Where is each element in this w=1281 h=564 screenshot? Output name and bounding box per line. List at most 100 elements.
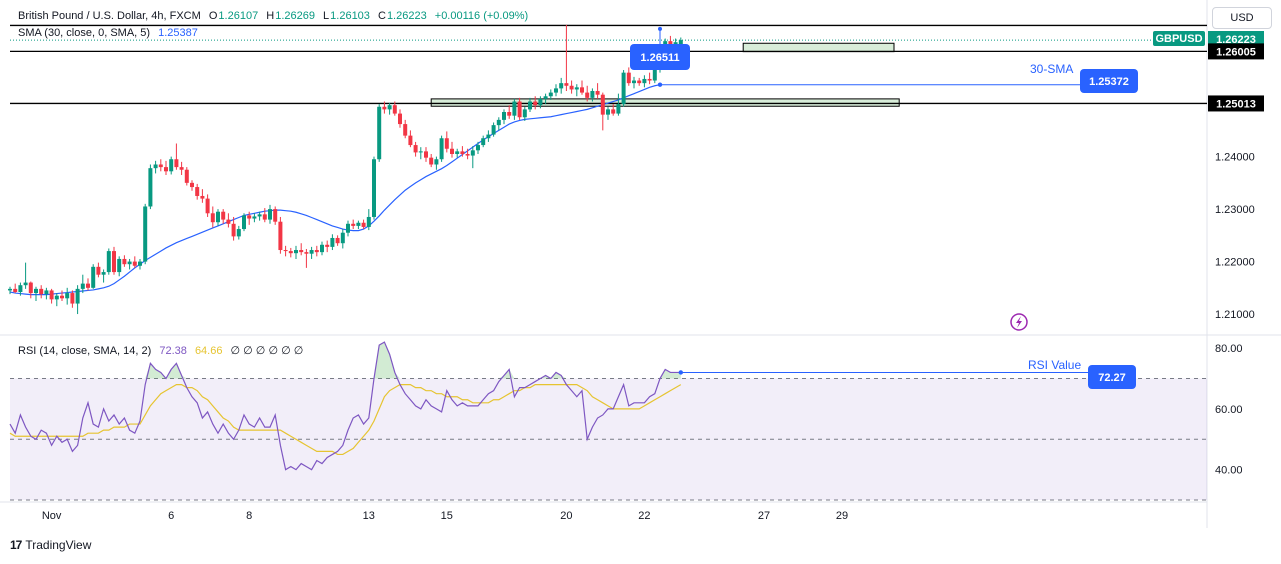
candle-body bbox=[330, 237, 335, 247]
brand[interactable]: 17 TradingView bbox=[10, 538, 91, 552]
candle-body bbox=[112, 251, 116, 273]
time-axis-label: 8 bbox=[246, 510, 252, 522]
candle-body bbox=[585, 92, 590, 98]
candle-body bbox=[153, 164, 158, 169]
candle-body bbox=[148, 168, 153, 207]
currency-button[interactable]: USD bbox=[1212, 7, 1272, 29]
candle-body bbox=[309, 250, 314, 254]
candle-body bbox=[502, 112, 506, 120]
candle-body bbox=[554, 88, 558, 93]
symbol-tag bbox=[1153, 31, 1205, 46]
candle-body bbox=[86, 283, 90, 288]
candle-body bbox=[174, 159, 179, 168]
candle-body bbox=[418, 151, 423, 153]
candle-body bbox=[569, 85, 574, 90]
candle-body bbox=[606, 109, 610, 115]
candle-body bbox=[335, 237, 340, 244]
close-value: 1.26223 bbox=[386, 10, 427, 22]
price-legend: British Pound / U.S. Dollar, 4h, FXCM O 1… bbox=[18, 10, 529, 22]
symbol-title[interactable]: British Pound / U.S. Dollar, 4h, FXCM bbox=[18, 10, 201, 22]
candle-body bbox=[559, 83, 564, 89]
sma-callout-box bbox=[1080, 69, 1138, 93]
candle-body bbox=[522, 109, 527, 118]
high-callout-box bbox=[630, 44, 690, 70]
candle-body bbox=[481, 138, 486, 146]
price-axis-label: 1.24000 bbox=[1215, 152, 1255, 164]
candle-body bbox=[231, 223, 236, 237]
symbol-tag-text: GBPUSD bbox=[1155, 33, 1202, 45]
candle-body bbox=[512, 101, 517, 116]
candle-body bbox=[179, 167, 184, 170]
high-callout-dot bbox=[658, 26, 662, 31]
open-label: O bbox=[208, 10, 218, 22]
rsi-callout-text: 72.27 bbox=[1098, 372, 1126, 384]
rsi-ma-legend-value: 64.66 bbox=[194, 345, 223, 357]
level-tag-2-text: 1.25013 bbox=[1216, 98, 1256, 110]
candle-body bbox=[70, 293, 75, 304]
candle-body bbox=[460, 151, 465, 154]
candle-body bbox=[340, 232, 345, 244]
rsi-legend[interactable]: RSI (14, close, SMA, 14, 2) 72.38 64.66 … bbox=[18, 344, 304, 357]
time-axis-label: 22 bbox=[638, 510, 650, 522]
candle-body bbox=[247, 215, 252, 219]
sma-legend[interactable]: SMA (30, close, 0, SMA, 5) 1.25387 bbox=[18, 27, 199, 39]
rsi-legend-value: 72.38 bbox=[159, 345, 187, 357]
candle-body bbox=[548, 92, 553, 97]
candle-body bbox=[13, 288, 18, 293]
candle-body bbox=[611, 109, 616, 114]
candle-body bbox=[288, 251, 293, 254]
high-value: 1.26269 bbox=[275, 10, 315, 22]
candle-body bbox=[101, 272, 106, 275]
candle-body bbox=[210, 213, 215, 223]
rsi-axis-label: 60.00 bbox=[1215, 404, 1243, 416]
candle-body bbox=[533, 101, 538, 106]
candle-body bbox=[642, 78, 647, 84]
price-axis-label: 1.22000 bbox=[1215, 257, 1255, 269]
candle-body bbox=[392, 105, 397, 114]
candle-body bbox=[34, 288, 38, 294]
candle-body bbox=[44, 290, 49, 295]
candle-body bbox=[528, 101, 532, 110]
candle-body bbox=[314, 250, 319, 253]
candle-body bbox=[132, 261, 137, 266]
candle-body bbox=[476, 145, 480, 151]
candle-body bbox=[236, 229, 241, 237]
candle-body bbox=[65, 293, 70, 299]
rsi-legend-extras: ∅ ∅ ∅ ∅ ∅ ∅ bbox=[230, 345, 304, 357]
candle-body bbox=[470, 150, 475, 156]
sma-callout-text: 1.25372 bbox=[1089, 76, 1129, 88]
rsi-annotation-label: RSI Value bbox=[1028, 358, 1081, 372]
candle-body bbox=[18, 285, 23, 293]
close-label: C bbox=[377, 10, 386, 22]
candle-body bbox=[621, 72, 626, 105]
candle-body bbox=[387, 105, 392, 110]
rsi-legend-label: RSI (14, close, SMA, 14, 2) bbox=[18, 345, 152, 357]
candle-body bbox=[465, 153, 470, 156]
candle-body bbox=[257, 214, 262, 217]
rsi-overbought-fill bbox=[556, 372, 562, 379]
candle-body bbox=[226, 219, 231, 224]
lightning-icon bbox=[1010, 313, 1028, 331]
candle-body bbox=[122, 258, 127, 265]
candle-body bbox=[647, 78, 652, 81]
candle-body bbox=[450, 148, 454, 154]
rsi-overbought-fill bbox=[150, 363, 156, 379]
candle-body bbox=[590, 91, 595, 98]
sma-line bbox=[9, 84, 661, 296]
candle-body bbox=[60, 295, 64, 299]
candle-body bbox=[595, 91, 600, 95]
candle-body bbox=[283, 250, 288, 252]
rsi-callout-box bbox=[1088, 365, 1136, 389]
candle-body bbox=[543, 96, 548, 99]
rsi-ma-line bbox=[9, 383, 682, 456]
candle-body bbox=[325, 244, 330, 247]
lightning-bolt bbox=[1016, 316, 1022, 328]
price-axis-label: 1.21000 bbox=[1215, 309, 1255, 321]
candle-body bbox=[574, 87, 579, 90]
level-tag-2 bbox=[1208, 95, 1264, 112]
high-label: H bbox=[266, 10, 275, 22]
time-axis-label: 15 bbox=[441, 510, 453, 522]
candle-body bbox=[434, 159, 439, 165]
candle-body bbox=[538, 98, 543, 106]
